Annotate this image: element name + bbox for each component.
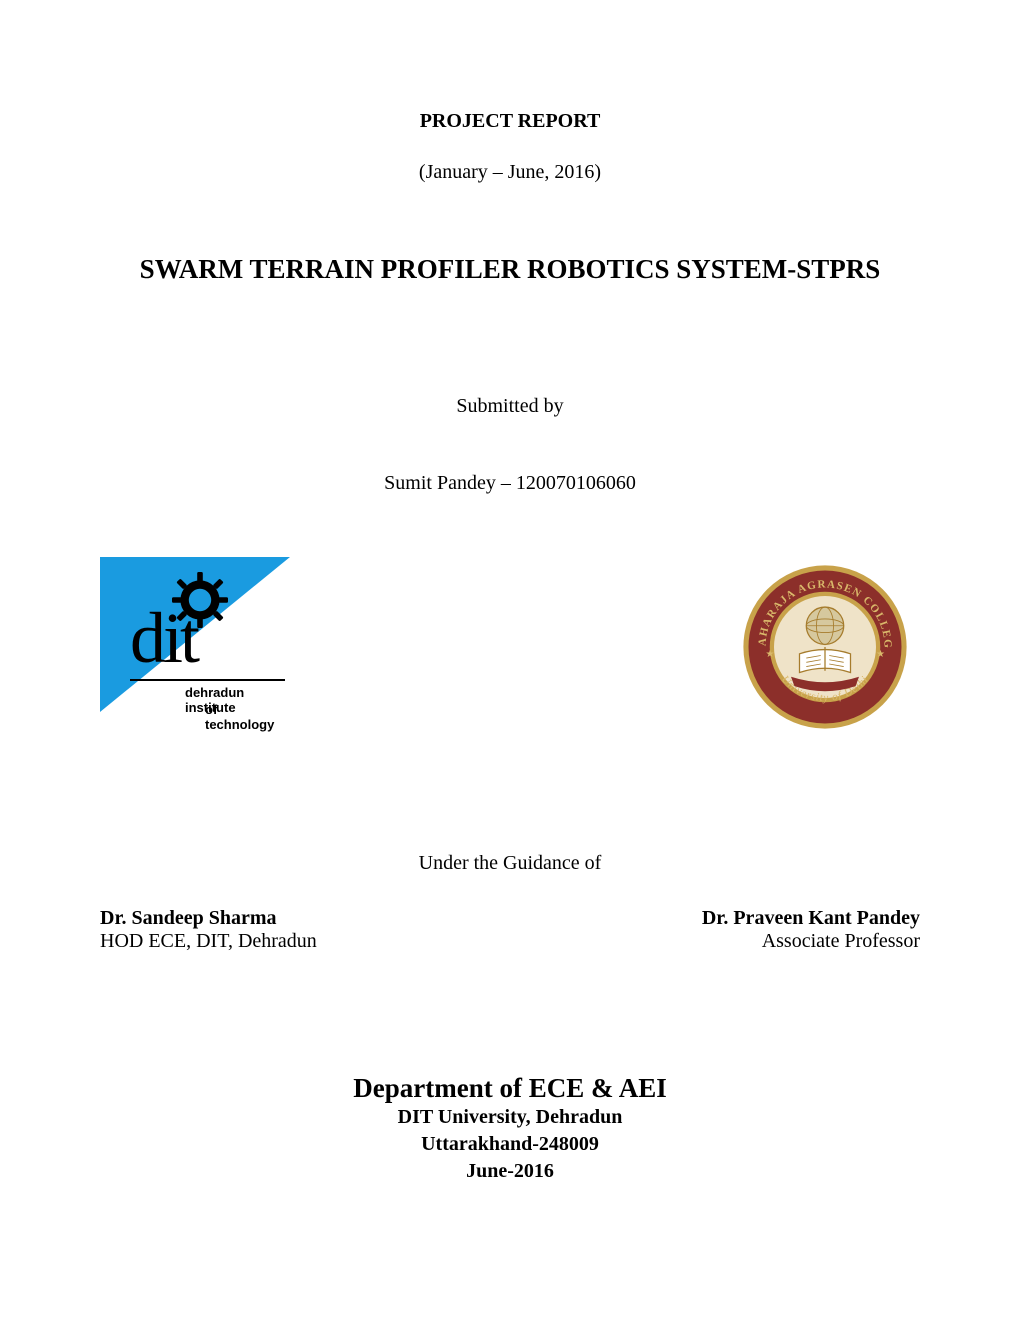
dit-logo-subtext-2: of technology bbox=[205, 702, 290, 732]
guide-left-name: Dr. Sandeep Sharma bbox=[100, 907, 317, 930]
dit-logo: dit dehradun institute of technology bbox=[100, 557, 290, 737]
college-seal: MAHARAJA AGRASEN COLLEGE University of D… bbox=[740, 562, 910, 732]
dit-logo-text: dit bbox=[130, 602, 197, 674]
guide-right-role: Associate Professor bbox=[702, 930, 920, 953]
department-name: Department of ECE & AEI bbox=[100, 1073, 920, 1104]
logo-row: dit dehradun institute of technology MAH… bbox=[100, 557, 920, 737]
guidance-label: Under the Guidance of bbox=[100, 852, 920, 875]
footer-line-3: June-2016 bbox=[100, 1158, 920, 1185]
guide-left-role: HOD ECE, DIT, Dehradun bbox=[100, 930, 317, 953]
doc-type: PROJECT REPORT bbox=[100, 110, 920, 133]
footer-block: Department of ECE & AEI DIT University, … bbox=[100, 1073, 920, 1185]
submitted-by-label: Submitted by bbox=[100, 395, 920, 418]
project-title: SWARM TERRAIN PROFILER ROBOTICS SYSTEM-S… bbox=[100, 254, 920, 285]
author-line: Sumit Pandey – 120070106060 bbox=[100, 472, 920, 495]
footer-line-1: DIT University, Dehradun bbox=[100, 1104, 920, 1131]
guides-row: Dr. Sandeep Sharma HOD ECE, DIT, Dehradu… bbox=[100, 907, 920, 953]
footer-line-2: Uttarakhand-248009 bbox=[100, 1131, 920, 1158]
seal-icon: MAHARAJA AGRASEN COLLEGE University of D… bbox=[740, 562, 910, 732]
date-range: (January – June, 2016) bbox=[100, 161, 920, 184]
guide-right: Dr. Praveen Kant Pandey Associate Profes… bbox=[702, 907, 920, 953]
page-root: PROJECT REPORT (January – June, 2016) SW… bbox=[0, 0, 1020, 1185]
dit-logo-underline bbox=[130, 679, 285, 681]
guide-left: Dr. Sandeep Sharma HOD ECE, DIT, Dehradu… bbox=[100, 907, 317, 953]
svg-text:★: ★ bbox=[876, 649, 885, 660]
guide-right-name: Dr. Praveen Kant Pandey bbox=[702, 907, 920, 930]
svg-text:★: ★ bbox=[766, 649, 775, 660]
